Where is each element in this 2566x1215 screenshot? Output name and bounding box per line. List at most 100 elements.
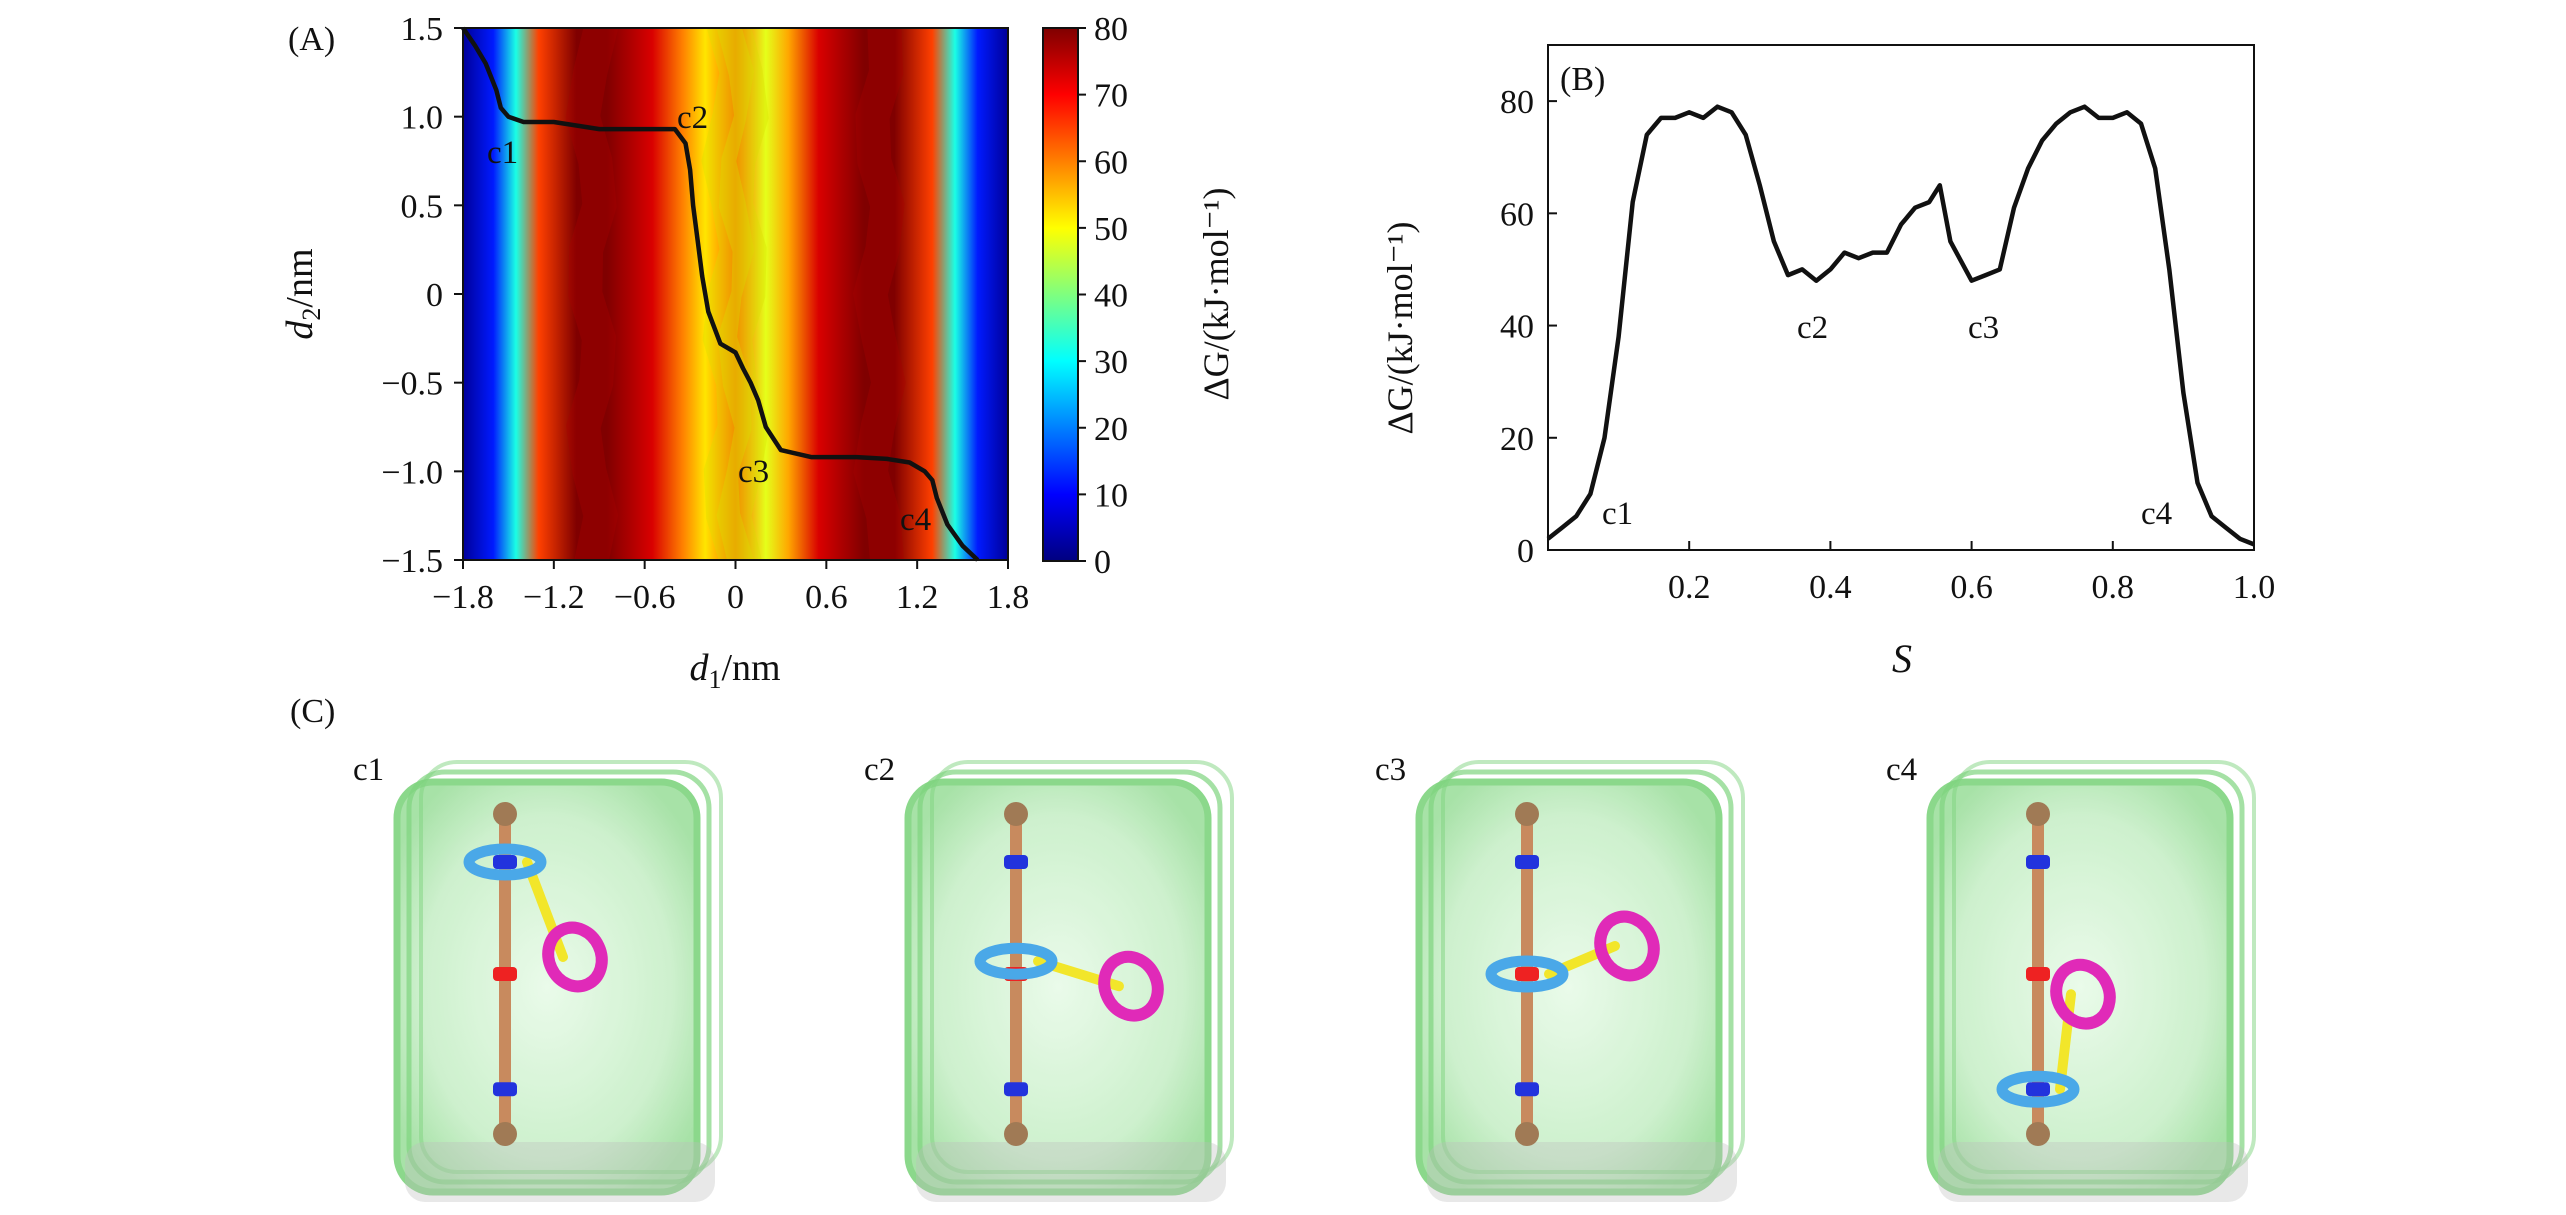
- panel-a-x-tick-label: −0.6: [614, 579, 676, 616]
- panel-b-point-c2: c2: [1797, 310, 1828, 346]
- panel-b-point-c1: c1: [1602, 496, 1633, 532]
- panel-a-y-tick-label: 0: [426, 277, 443, 314]
- colorbar-tick-label: 40: [1094, 278, 1128, 315]
- panel-a-point-c2: c2: [677, 100, 708, 136]
- colorbar-tick-label: 80: [1094, 11, 1128, 48]
- simulation-box-wall: [930, 760, 1234, 1174]
- binding-station-blue: [1515, 1082, 1539, 1097]
- binding-station-blue: [2026, 1082, 2050, 1097]
- binding-station-blue: [1515, 855, 1539, 869]
- axle-stopper-top: [493, 802, 517, 826]
- heatmap-field: [463, 28, 1008, 560]
- axle-stopper-top: [2026, 802, 2050, 826]
- binding-station-blue: [2026, 855, 2050, 869]
- panel-b-point-c3: c3: [1968, 310, 1999, 346]
- panel-c: (C) c1 c2 c3 c4: [290, 693, 2256, 1202]
- simulation-box-floor: [1938, 1142, 2248, 1202]
- snapshot-c4: c4: [1886, 752, 2256, 1202]
- binding-station-blue: [493, 855, 517, 869]
- panel-a-x-tick-label: 1.2: [896, 579, 939, 616]
- panel-b-label: (B): [1560, 61, 1605, 98]
- binding-station-red: [1515, 967, 1539, 981]
- panel-a-x-tick-label: 0.6: [805, 579, 848, 616]
- binding-station-blue: [493, 1082, 517, 1097]
- panel-a: (A) −1.8 −1.2 −0.6 0 0.6 1.2 1.8 1.5 1.0 0.5 0 −0.5…: [279, 11, 1236, 694]
- simulation-box-wall: [1441, 760, 1745, 1174]
- simulation-box-wall: [917, 769, 1223, 1185]
- panel-a-y-tick-label: 1.0: [401, 100, 444, 137]
- colorbar-label: ΔG/(kJ·mol⁻¹): [1196, 188, 1236, 401]
- panel-b-y-tick-label: 20: [1500, 421, 1534, 458]
- panel-a-y-tick-label: 0.5: [401, 188, 444, 225]
- axle-stopper-top: [1515, 802, 1539, 826]
- panel-b-y-tick-label: 0: [1517, 533, 1534, 570]
- simulation-box-wall: [419, 760, 723, 1174]
- simulation-box-wall: [406, 769, 712, 1185]
- colorbar-ticks: 0 10 20 30 40 50 60 70 80: [1078, 11, 1128, 581]
- simulation-box: [904, 778, 1212, 1196]
- panel-a-y-tick-label: −0.5: [381, 366, 443, 403]
- panel-b-axis-ticks: 0.2 0.4 0.6 0.8 1.0 0 20 40 60 80: [1500, 84, 2275, 606]
- macrocycle-pink: [542, 921, 608, 993]
- panel-b-x-tick-label: 0.8: [2092, 569, 2135, 606]
- snapshot-label-c2: c2: [864, 752, 895, 788]
- panel-a-y-tick-label: −1.0: [381, 454, 443, 491]
- heatmap-texture: [565, 28, 906, 560]
- binding-station-blue: [1004, 855, 1028, 869]
- heatmap-ridge-3: [701, 28, 755, 560]
- simulation-box-floor: [916, 1142, 1226, 1202]
- panel-a-y-axis-label: d2/nm: [279, 248, 326, 339]
- simulation-box-wall: [1428, 769, 1734, 1185]
- panel-b-x-tick-label: 0.6: [1950, 569, 1993, 606]
- macrocycle-pink: [2050, 958, 2116, 1030]
- panel-b-x-tick-label: 1.0: [2233, 569, 2276, 606]
- panel-b-x-tick-label: 0.4: [1809, 569, 1852, 606]
- axle-stopper-bottom: [493, 1122, 517, 1146]
- snapshot-c3: c3: [1375, 752, 1745, 1202]
- macrocycle-blue: [463, 843, 547, 881]
- panel-b: (B) 0.2 0.4 0.6 0.8 1.0 0 20 40 60 80 c1 c2 c3 c4…: [1380, 44, 2275, 681]
- macrocycle-blue: [974, 942, 1058, 980]
- panel-b-y-tick-label: 40: [1500, 309, 1534, 346]
- heatmap-ridge-1: [565, 28, 619, 560]
- axle-stopper-bottom: [2026, 1122, 2050, 1146]
- panel-b-x-tick-label: 0.2: [1668, 569, 1711, 606]
- snapshot-label-c3: c3: [1375, 752, 1406, 788]
- macrocycle-pink: [1594, 910, 1660, 982]
- panel-a-y-tick-label: 1.5: [401, 11, 444, 48]
- simulation-box: [393, 778, 701, 1196]
- snapshot-c2: c2: [864, 752, 1234, 1202]
- free-energy-curve: [1546, 104, 2255, 547]
- colorbar: [1042, 27, 1079, 562]
- panel-a-axis-ticks: −1.8 −1.2 −0.6 0 0.6 1.2 1.8 1.5 1.0 0.5 0 −0.5 −1.0…: [381, 11, 1029, 616]
- axle-stopper-bottom: [1004, 1122, 1028, 1146]
- panel-a-point-c3: c3: [738, 454, 769, 490]
- binding-station-red: [2026, 967, 2050, 981]
- colorbar-tick-label: 10: [1094, 477, 1128, 514]
- colorbar-tick-label: 20: [1094, 411, 1128, 448]
- snapshot-c1: c1: [353, 752, 723, 1202]
- panel-b-frame: [1547, 44, 2255, 551]
- panel-b-y-axis-label: ΔG/(kJ·mol⁻¹): [1380, 222, 1420, 435]
- colorbar-tick-label: 50: [1094, 211, 1128, 248]
- macrocycle-pink: [1098, 950, 1164, 1022]
- panel-b-x-axis-label: S: [1892, 636, 1912, 681]
- panel-a-y-tick-label: −1.5: [381, 543, 443, 580]
- macrocycle-blue: [1485, 955, 1569, 993]
- minimum-energy-path: [461, 26, 980, 562]
- colorbar-tick-label: 70: [1094, 78, 1128, 115]
- heatmap-ridge-2: [852, 28, 906, 560]
- panel-b-y-tick-label: 60: [1500, 196, 1534, 233]
- simulation-box-floor: [405, 1142, 715, 1202]
- colorbar-tick-label: 60: [1094, 144, 1128, 181]
- simulation-box-wall: [1952, 760, 2256, 1174]
- axle-stopper-top: [1004, 802, 1028, 826]
- simulation-box: [1926, 778, 2234, 1196]
- panel-c-label: (C): [290, 693, 335, 730]
- snapshot-label-c4: c4: [1886, 752, 1917, 788]
- panel-a-x-tick-label: −1.8: [432, 579, 494, 616]
- simulation-box-wall: [1939, 769, 2245, 1185]
- simulation-box: [1415, 778, 1723, 1196]
- panel-a-x-tick-label: 0: [727, 579, 744, 616]
- snapshot-label-c1: c1: [353, 752, 384, 788]
